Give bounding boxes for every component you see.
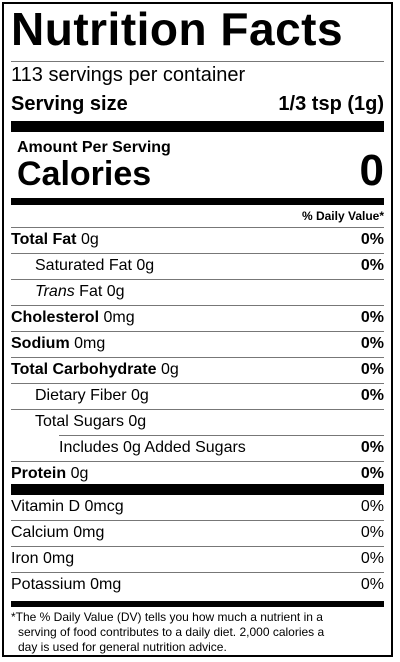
- vitamin-row-potassium: Potassium 0mg 0%: [11, 573, 384, 598]
- nutrient-dv: 0%: [360, 361, 384, 378]
- divider: [11, 305, 384, 306]
- label-title: Nutrition Facts: [11, 3, 344, 55]
- nutrient-row-protein: Protein 0g 0%: [11, 462, 384, 487]
- vitamin-dv: 0%: [360, 498, 384, 515]
- nutrient-row-dietary-fiber: Dietary Fiber 0g 0%: [11, 384, 384, 409]
- nutrient-row-total-fat: Total Fat 0g 0%: [11, 228, 384, 253]
- nutrient-dv: 0%: [360, 231, 384, 248]
- thick-divider: [11, 121, 384, 132]
- vitamin-name: Vitamin D 0mcg: [11, 498, 124, 515]
- calories-label: Calories: [17, 155, 152, 193]
- vitamin-row-iron: Iron 0mg 0%: [11, 547, 384, 572]
- nutrient-dv: 0%: [360, 387, 384, 404]
- nutrition-facts-label: Nutrition Facts 113 servings per contain…: [2, 2, 393, 657]
- medium-divider: [11, 198, 384, 205]
- nutrient-name: Trans Fat 0g: [35, 283, 125, 300]
- vitamin-row-calcium: Calcium 0mg 0%: [11, 521, 384, 546]
- nutrient-row-saturated-fat: Saturated Fat 0g 0%: [11, 254, 384, 279]
- servings-per-container: 113 servings per container: [11, 64, 246, 86]
- divider: [11, 520, 384, 521]
- divider: [11, 461, 384, 462]
- nutrient-name: Sodium 0mg: [11, 335, 106, 352]
- thick-divider: [11, 484, 384, 495]
- nutrient-name: Saturated Fat 0g: [35, 257, 155, 274]
- nutrient-name: Includes 0g Added Sugars: [59, 439, 246, 456]
- nutrient-row-total-carbohydrate: Total Carbohydrate 0g 0%: [11, 358, 384, 383]
- divider: [11, 61, 384, 62]
- footnote: *The % Daily Value (DV) tells you how mu…: [11, 610, 325, 654]
- divider: [11, 546, 384, 547]
- divider: [59, 435, 384, 436]
- vitamin-name: Iron 0mg: [11, 550, 75, 567]
- nutrient-dv: 0%: [360, 257, 384, 274]
- vitamin-dv: 0%: [360, 524, 384, 541]
- vitamin-dv: 0%: [360, 550, 384, 567]
- divider: [11, 409, 384, 410]
- daily-value-header: % Daily Value*: [301, 209, 384, 223]
- calories-value: 0: [359, 146, 384, 195]
- vitamin-name: Calcium 0mg: [11, 524, 105, 541]
- divider: [11, 572, 384, 573]
- divider: [11, 383, 384, 384]
- nutrient-name: Total Sugars 0g: [35, 413, 147, 430]
- vitamin-row-vitamin-d: Vitamin D 0mcg 0%: [11, 495, 384, 520]
- divider: [11, 331, 384, 332]
- vitamin-dv: 0%: [360, 576, 384, 593]
- amount-per-serving: Amount Per Serving: [17, 139, 171, 156]
- serving-size-value: 1/3 tsp (1g): [278, 93, 384, 115]
- nutrient-dv: 0%: [360, 465, 384, 482]
- nutrient-row-trans-fat: Trans Fat 0g: [11, 280, 384, 305]
- divider: [11, 253, 384, 254]
- nutrient-dv: 0%: [360, 439, 384, 456]
- nutrient-name: Total Fat 0g: [11, 231, 99, 248]
- nutrient-row-cholesterol: Cholesterol 0mg 0%: [11, 306, 384, 331]
- serving-size-label: Serving size: [11, 93, 128, 115]
- nutrient-row-sodium: Sodium 0mg 0%: [11, 332, 384, 357]
- divider: [11, 279, 384, 280]
- nutrient-row-total-sugars: Total Sugars 0g: [11, 410, 384, 435]
- nutrient-name: Dietary Fiber 0g: [35, 387, 149, 404]
- label-content: Nutrition Facts 113 servings per contain…: [11, 3, 384, 655]
- nutrient-name: Protein 0g: [11, 465, 89, 482]
- divider: [11, 357, 384, 358]
- nutrient-name: Cholesterol 0mg: [11, 309, 135, 326]
- medium-divider: [11, 601, 384, 607]
- divider: [11, 227, 384, 228]
- vitamin-name: Potassium 0mg: [11, 576, 122, 593]
- nutrient-dv: 0%: [360, 309, 384, 326]
- nutrient-name: Total Carbohydrate 0g: [11, 361, 179, 378]
- nutrient-row-added-sugars: Includes 0g Added Sugars 0%: [11, 436, 384, 461]
- nutrient-dv: 0%: [360, 335, 384, 352]
